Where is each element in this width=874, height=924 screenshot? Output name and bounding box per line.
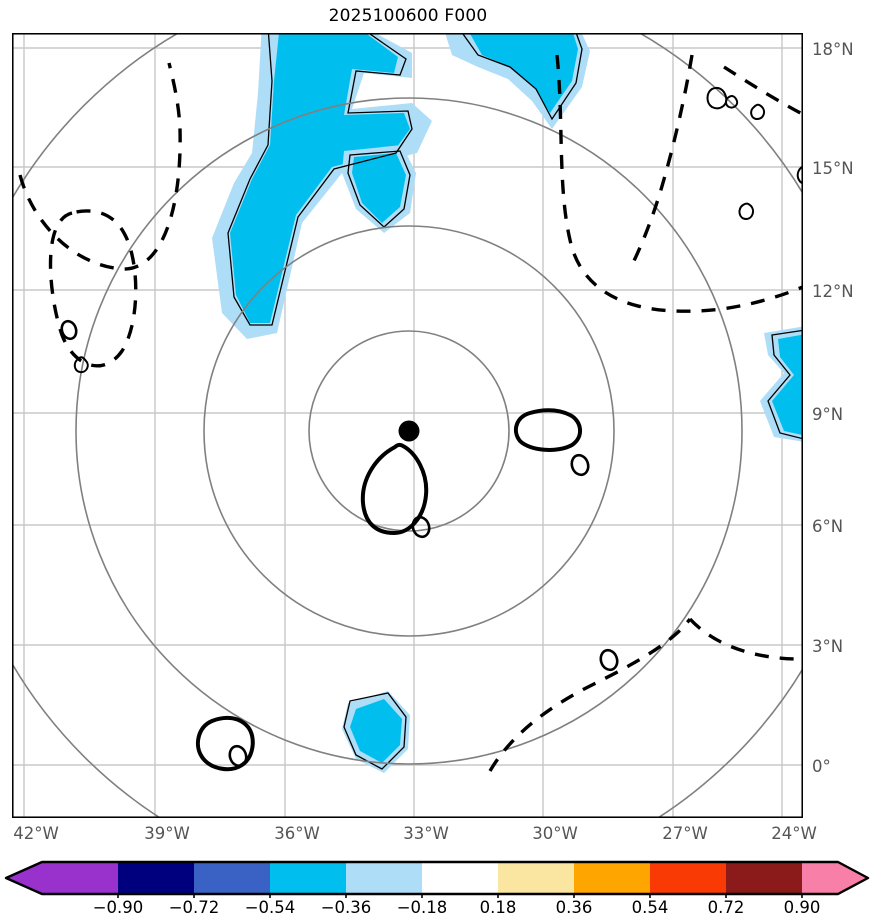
colorbar-swatch — [42, 862, 118, 894]
range-ring-3 — [75, 97, 743, 765]
xtick-label: 30°W — [532, 824, 578, 843]
xtick-label: 39°W — [144, 824, 190, 843]
colorbar[interactable]: −0.90 −0.72 −0.54 −0.36 −0.18 0.18 0.36 … — [0, 858, 874, 924]
colorbar-tick-label: −0.72 — [168, 898, 220, 917]
colorbar-swatches — [6, 862, 868, 894]
contour-zero-label — [60, 319, 78, 341]
colorbar-swatch — [574, 862, 650, 894]
colorbar-swatch — [270, 862, 346, 894]
shaded-field — [212, 33, 803, 773]
colorbar-swatch — [194, 862, 270, 894]
map-plot-area[interactable] — [12, 33, 803, 818]
colorbar-extend-max — [838, 862, 868, 894]
range-ring-2 — [203, 225, 615, 637]
contour-zero-label — [411, 515, 431, 539]
colorbar-outline — [4, 860, 870, 896]
shade-region-cyan — [352, 153, 406, 223]
colorbar-tick-label: 0.36 — [555, 898, 593, 917]
shade-region-cyan — [469, 33, 578, 113]
range-rings — [12, 33, 803, 818]
contour-zero-label — [228, 744, 248, 768]
map-svg — [12, 33, 803, 818]
contour-zero-label — [599, 648, 619, 672]
colorbar-tick-label: −0.36 — [320, 898, 372, 917]
colorbar-ticks — [117, 894, 803, 898]
ytick-label: 15°N — [812, 159, 854, 178]
xtick-label: 24°W — [771, 824, 817, 843]
ytick-label: 18°N — [812, 40, 854, 59]
xtick-label: 42°W — [13, 824, 59, 843]
ytick-label: 9°N — [812, 405, 844, 424]
colorbar-swatch — [346, 862, 422, 894]
dashed-contours — [18, 54, 803, 772]
colorbar-swatch — [498, 862, 574, 894]
shade-region-cyan — [350, 699, 402, 763]
xtick-label: 27°W — [662, 824, 708, 843]
xtick-label: 36°W — [274, 824, 320, 843]
range-ring-1 — [308, 330, 510, 532]
shade-region-cyan — [772, 334, 803, 436]
ytick-label: 3°N — [812, 637, 844, 656]
page-title: 2025100600 F000 — [328, 6, 488, 26]
colorbar-tick-label: −0.18 — [396, 898, 448, 917]
ytick-label: 12°N — [812, 282, 854, 301]
contour-east — [513, 408, 582, 452]
map-frame — [12, 33, 803, 818]
colorbar-tick-label: −0.90 — [92, 898, 144, 917]
colorbar-tick-label: 0.54 — [631, 898, 669, 917]
ytick-label: 6°N — [812, 517, 844, 536]
colorbar-tick-label: −0.54 — [244, 898, 296, 917]
colorbar-svg — [4, 860, 870, 898]
colorbar-swatch — [650, 862, 726, 894]
colorbar-swatch — [802, 862, 838, 894]
colorbar-extend-min — [6, 862, 42, 894]
small-contours — [73, 86, 803, 374]
contour-labels — [60, 319, 619, 768]
contour-zero-label — [570, 453, 590, 477]
ytick-label: 0° — [812, 757, 831, 776]
shade-region-cyan — [230, 33, 410, 323]
colorbar-tick-label: 0.90 — [783, 898, 821, 917]
colorbar-tick-label: 0.18 — [479, 898, 517, 917]
colorbar-swatch — [118, 862, 194, 894]
xtick-label: 33°W — [403, 824, 449, 843]
colorbar-tick-label: 0.72 — [707, 898, 745, 917]
colorbar-swatch — [726, 862, 802, 894]
colorbar-swatch — [422, 862, 498, 894]
storm-center-marker[interactable] — [398, 420, 420, 442]
